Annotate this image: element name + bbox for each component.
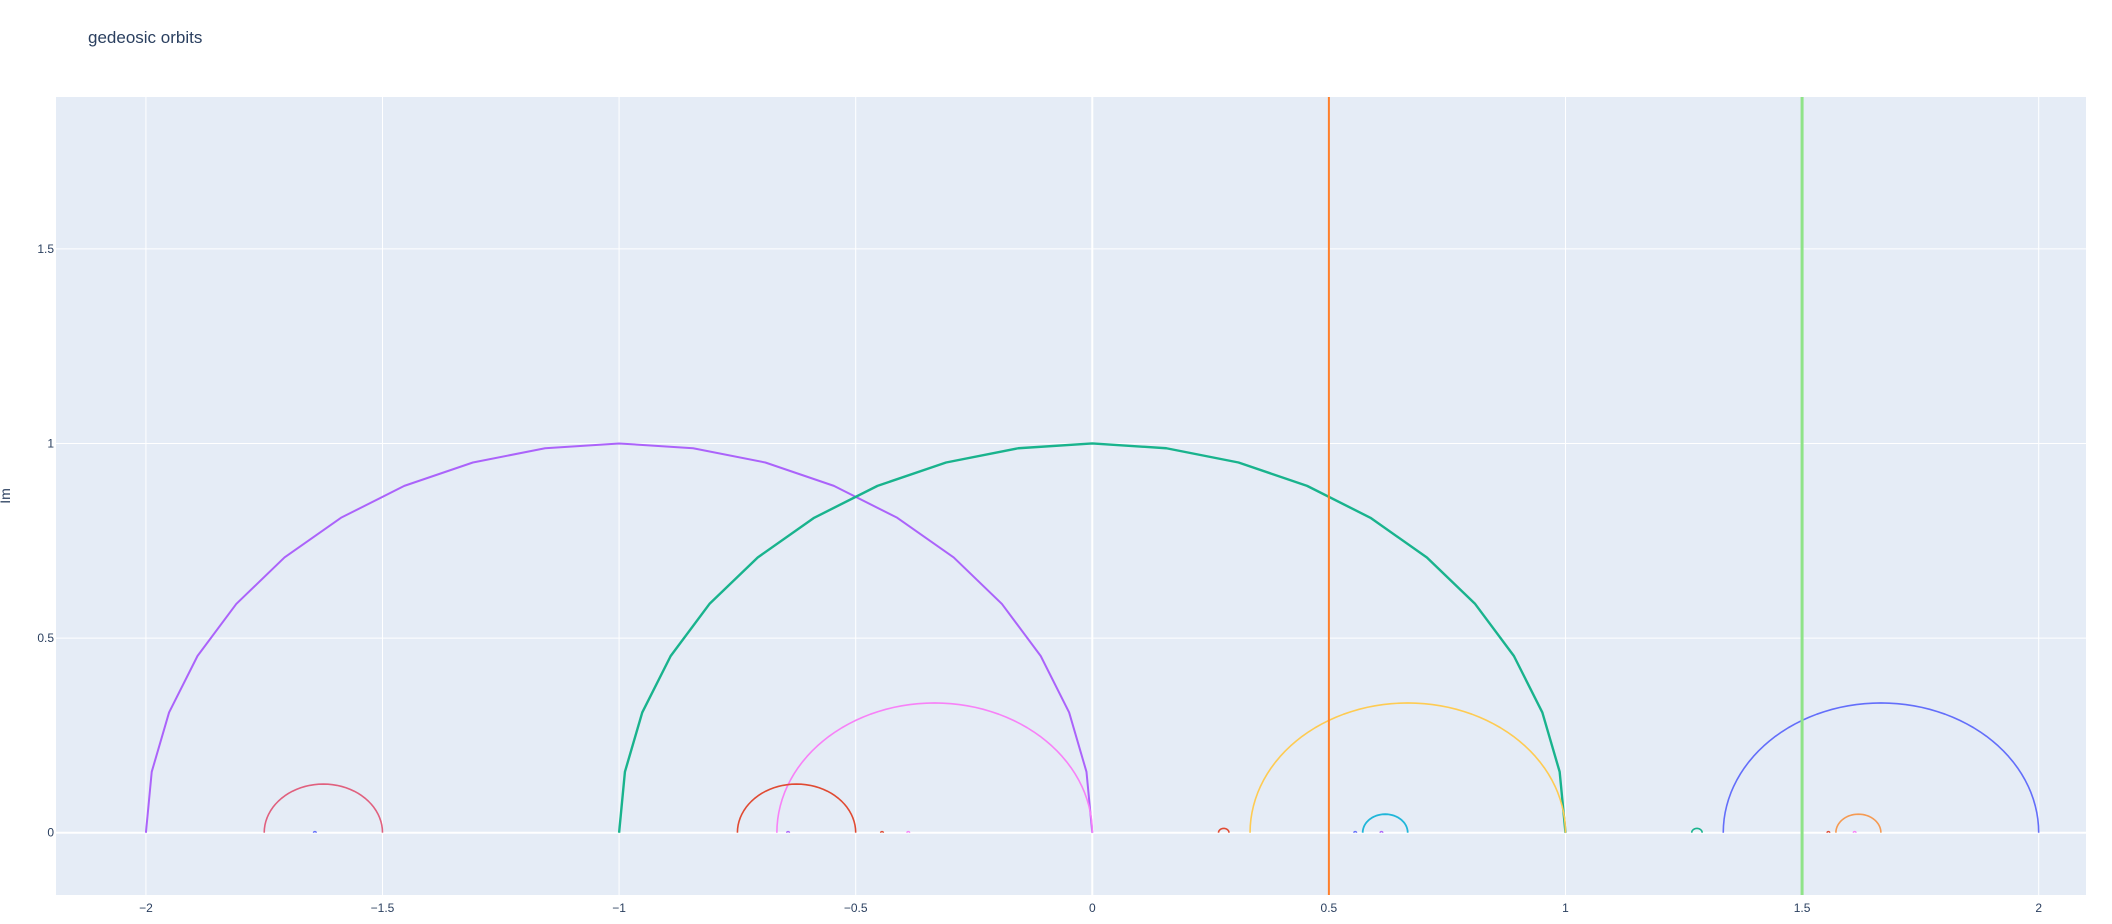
series-geodesic-arc <box>263 783 384 833</box>
series-geodesic-arc <box>617 442 1567 833</box>
series-geodesic-arc <box>1835 813 1882 833</box>
y-tick-label: 1.5 <box>37 242 54 256</box>
series-geodesic-arc <box>1826 830 1831 834</box>
series-geodesic-arc <box>879 830 885 834</box>
chart-title: gedeosic orbits <box>88 28 203 47</box>
series-geodesic-arc <box>1379 830 1384 834</box>
series-geodesic-arc <box>736 783 857 833</box>
x-tick-label: −1 <box>612 901 626 915</box>
series-geodesic-arc <box>1217 827 1230 833</box>
series-geodesic-arc <box>312 830 317 834</box>
x-tick-label: −2 <box>139 901 153 915</box>
x-tick-label: 1.5 <box>1794 901 1811 915</box>
series-geodesic-arc <box>776 702 1094 833</box>
x-tick-label: 0 <box>1089 901 1096 915</box>
y-tick-label: 0.5 <box>37 631 54 645</box>
series-geodesic-arc <box>1722 702 2040 833</box>
series-geodesic-arc <box>785 830 791 834</box>
x-tick-label: 1 <box>1562 901 1569 915</box>
series-geodesic-arc <box>144 442 1094 833</box>
y-tick-label: 1 <box>47 436 54 450</box>
series-geodesic-arc <box>1249 702 1567 833</box>
series-geodesic-arc <box>906 830 911 834</box>
series-geodesic-arc <box>1353 830 1358 834</box>
y-tick-label: 0 <box>47 826 54 840</box>
x-tick-label: 2 <box>2035 901 2042 915</box>
y-axis-label: Im <box>0 488 13 504</box>
series-geodesic-arc <box>1852 830 1857 834</box>
series-geodesic-arc <box>1361 813 1409 833</box>
plot-background <box>56 97 2086 895</box>
x-tick-label: 0.5 <box>1321 901 1338 915</box>
x-tick-label: −1.5 <box>371 901 395 915</box>
series-layer <box>144 97 2040 895</box>
series-geodesic-arc <box>1690 827 1703 833</box>
x-tick-label: −0.5 <box>844 901 868 915</box>
tick-layer: −2 −1.5 −1 −0.5 0 0.5 1 1.5 2 0 0.5 1 1.5 <box>37 242 2042 915</box>
